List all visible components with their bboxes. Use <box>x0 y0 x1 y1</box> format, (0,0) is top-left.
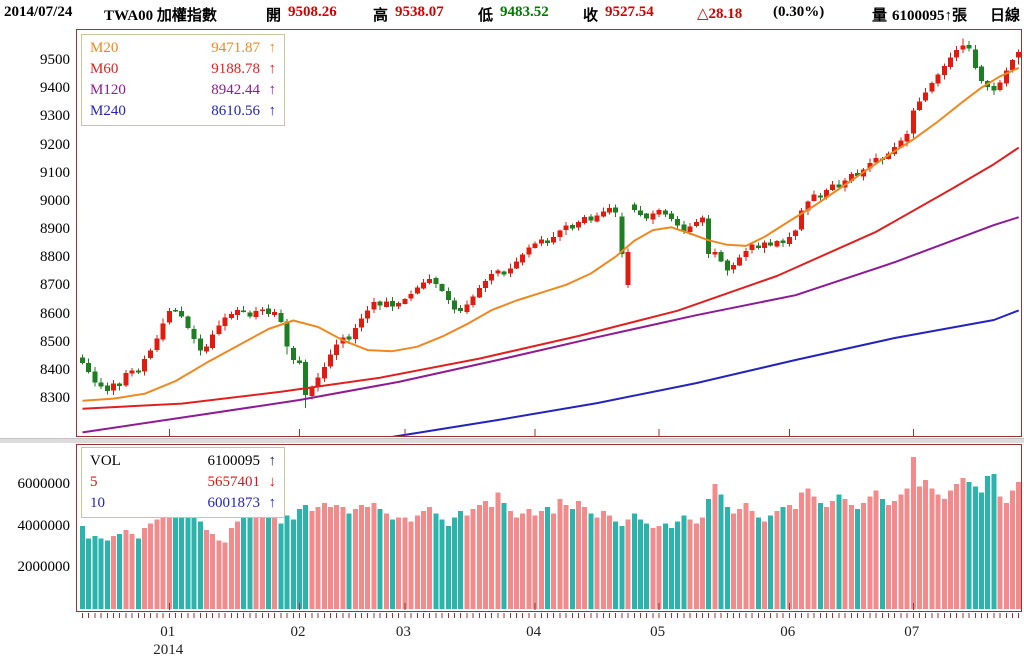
volume-value: 6100095↑張 <box>892 8 968 24</box>
price-tick-label: 8800 <box>40 249 70 266</box>
price-tick-label: 8400 <box>40 361 70 378</box>
ma-legend-row-m240: M240 8610.56 ↑ <box>90 101 276 122</box>
change-percent: (0.30%) <box>773 4 825 20</box>
ma20-label: M20 <box>90 40 119 56</box>
low-label: 低 <box>478 8 494 24</box>
up-arrow-icon: ↑ <box>268 82 277 98</box>
ma-legend-row-m60: M60 9188.78 ↑ <box>90 59 276 80</box>
price-chart-panel[interactable]: M20 9471.87 ↑ M60 9188.78 ↑ M120 8942.44… <box>76 29 1022 437</box>
high-value: 9538.07 <box>395 4 444 20</box>
change-value: △28.18 <box>697 6 743 22</box>
ma60-value: 9188.78 <box>211 61 260 77</box>
quote-symbol: TWA00 加權指數 <box>104 8 217 24</box>
price-tick-label: 9200 <box>40 136 70 153</box>
price-tick-label: 9100 <box>40 164 70 181</box>
ma-legend: M20 9471.87 ↑ M60 9188.78 ↑ M120 8942.44… <box>81 34 285 126</box>
ma20-value: 9471.87 <box>211 40 260 56</box>
up-arrow-icon: ↑ <box>268 40 277 56</box>
close-label: 收 <box>583 8 599 24</box>
vol-ma5-value: 5657401 <box>207 474 261 490</box>
ma60-label: M60 <box>90 61 119 77</box>
ma240-label: M240 <box>90 103 126 119</box>
vol-legend-row: VOL 6100095 ↑ <box>90 451 276 472</box>
price-tick-label: 8900 <box>40 221 70 237</box>
candlestick-chart[interactable] <box>77 30 1021 436</box>
price-tick-label: 9400 <box>40 80 70 97</box>
month-label: 07 <box>904 624 920 640</box>
year-label: 2014 <box>153 642 184 658</box>
date-tick-strip <box>82 613 1020 618</box>
volume-tick-label: 4000000 <box>17 517 71 534</box>
ma240-value: 8610.56 <box>211 103 260 119</box>
ma120-value: 8942.44 <box>211 82 260 98</box>
volume-label: 量 <box>872 8 888 24</box>
up-arrow-icon: ↑ <box>268 453 277 469</box>
price-tick-label: 9000 <box>40 192 70 209</box>
month-label: 01 <box>160 624 176 640</box>
month-label: 04 <box>526 624 542 640</box>
panel-divider <box>0 438 1024 443</box>
high-label: 高 <box>373 8 389 24</box>
month-label: 03 <box>395 624 411 640</box>
vol-label: VOL <box>90 453 121 469</box>
vol-ma10-row: 10 6001873 ↑ <box>90 493 276 514</box>
up-arrow-icon: ↑ <box>268 103 277 119</box>
price-tick-label: 9300 <box>40 108 70 125</box>
quote-header: 2014/07/24 TWA00 加權指數 開 9508.26 高 9538.0… <box>0 0 1024 26</box>
price-tick-label: 8700 <box>40 277 70 294</box>
volume-bars-chart[interactable] <box>77 445 1021 611</box>
vol-ma10-label: 10 <box>90 495 105 511</box>
price-tick-label: 8500 <box>40 333 70 350</box>
volume-chart-panel[interactable]: VOL 6100095 ↑ 5 5657401 ↓ 10 6001873 ↑ <box>76 444 1022 612</box>
open-label: 開 <box>266 8 282 24</box>
vol-ma5-row: 5 5657401 ↓ <box>90 472 276 493</box>
month-label: 02 <box>290 624 306 640</box>
ma120-label: M120 <box>90 82 126 98</box>
volume-legend: VOL 6100095 ↑ 5 5657401 ↓ 10 6001873 ↑ <box>81 447 285 518</box>
ma-legend-row-m120: M120 8942.44 ↑ <box>90 80 276 101</box>
vol-value: 6100095 <box>207 453 261 469</box>
vol-ma5-label: 5 <box>90 474 98 490</box>
month-label: 06 <box>780 624 796 640</box>
period-label: 日線 <box>990 8 1021 24</box>
quote-date: 2014/07/24 <box>4 4 73 20</box>
open-value: 9508.26 <box>288 4 337 20</box>
price-tick-label: 9500 <box>40 52 70 68</box>
month-label: 05 <box>650 624 666 640</box>
close-value: 9527.54 <box>605 4 654 20</box>
price-tick-label: 8600 <box>40 305 70 322</box>
low-value: 9483.52 <box>500 4 549 20</box>
volume-tick-label: 6000000 <box>17 476 71 493</box>
volume-tick-label: 2000000 <box>17 559 71 576</box>
up-arrow-icon: ↑ <box>268 495 277 511</box>
ma-legend-row-m20: M20 9471.87 ↑ <box>90 38 276 59</box>
vol-ma10-value: 6001873 <box>207 495 261 511</box>
down-arrow-icon: ↓ <box>268 474 277 490</box>
price-tick-label: 8300 <box>40 390 70 406</box>
up-arrow-icon: ↑ <box>268 61 277 77</box>
